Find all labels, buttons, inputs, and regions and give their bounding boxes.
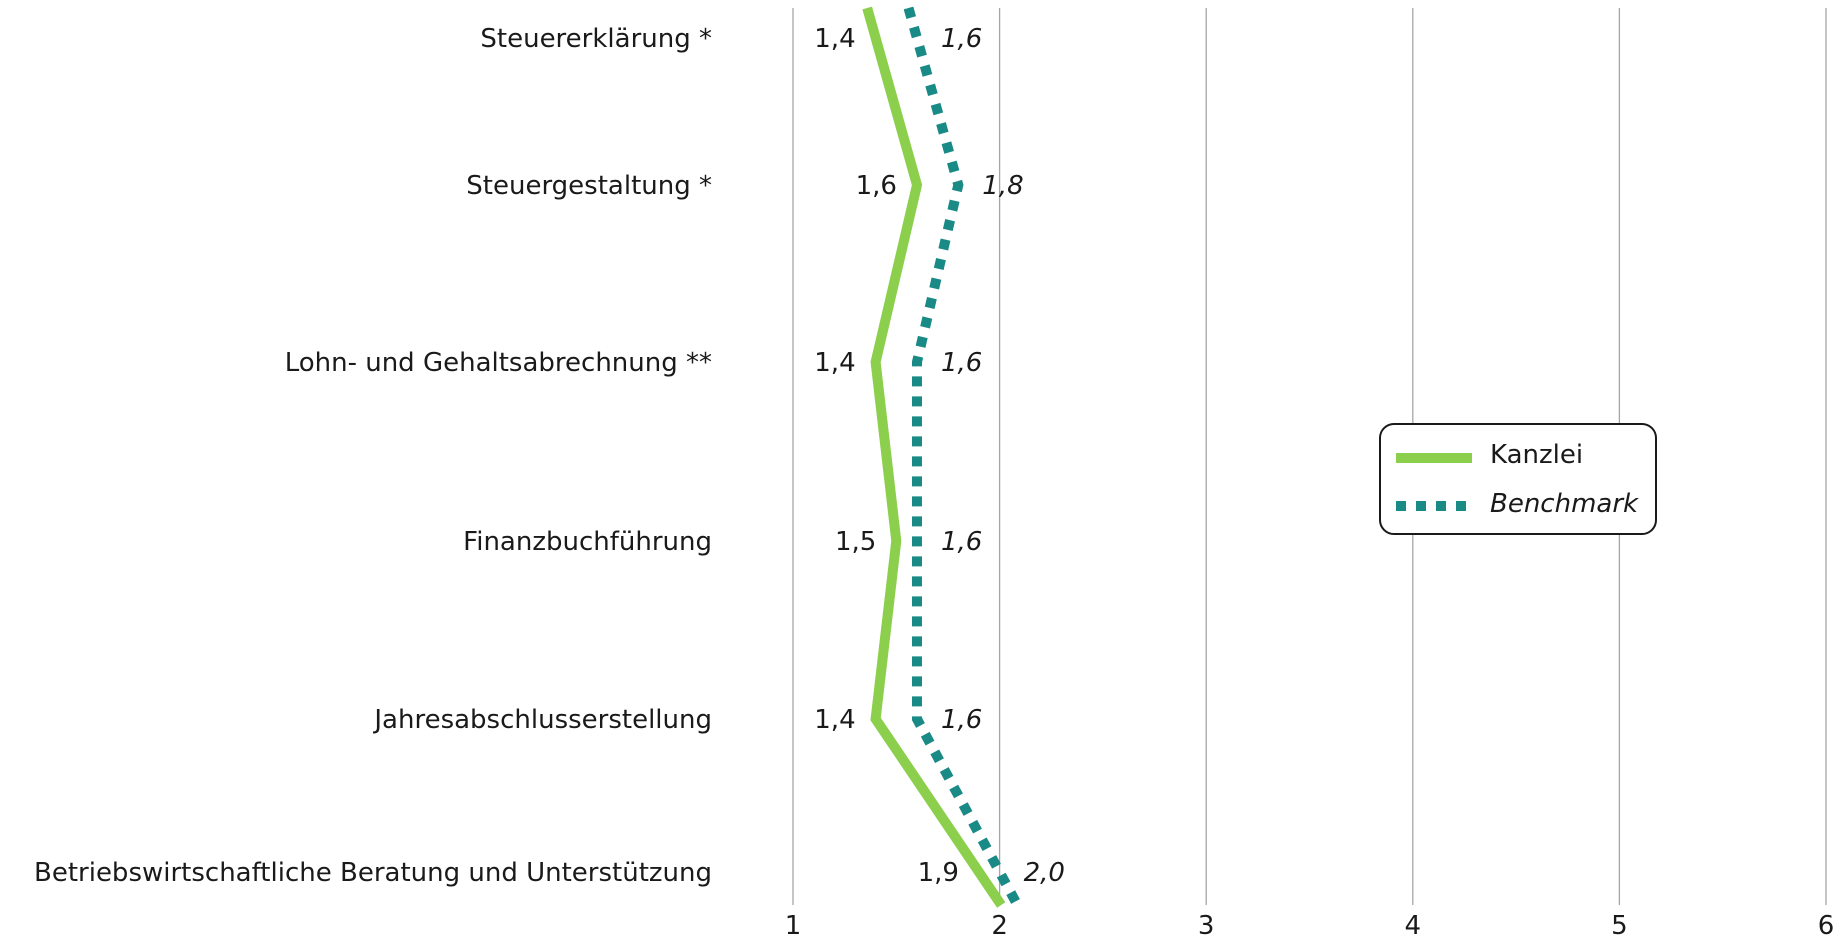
x-tick-label-6: 6 bbox=[1818, 911, 1835, 941]
series-line-benchmark bbox=[909, 8, 1018, 905]
category-label-3: Finanzbuchführung bbox=[463, 527, 712, 557]
data-label-benchmark-4: 1,6 bbox=[941, 705, 982, 735]
data-label-kanzlei-4: 1,4 bbox=[814, 705, 855, 735]
data-label-benchmark-0: 1,6 bbox=[941, 24, 982, 54]
category-labels: Steuererklärung * Steuergestaltung * Lohn-… bbox=[34, 24, 712, 888]
x-tick-label-4: 4 bbox=[1405, 911, 1422, 941]
x-tick-label-1: 1 bbox=[785, 911, 802, 941]
x-tick-label-3: 3 bbox=[1198, 911, 1215, 941]
data-label-benchmark-1: 1,8 bbox=[982, 171, 1023, 201]
data-label-kanzlei-3: 1,5 bbox=[835, 527, 876, 557]
data-label-kanzlei-0: 1,4 bbox=[814, 24, 855, 54]
x-tick-label-5: 5 bbox=[1611, 911, 1628, 941]
legend-label-benchmark: Benchmark bbox=[1490, 489, 1639, 519]
legend: Kanzlei Benchmark bbox=[1380, 424, 1656, 534]
legend-label-kanzlei: Kanzlei bbox=[1490, 440, 1583, 470]
series-lines bbox=[867, 8, 1017, 905]
x-tick-label-2: 2 bbox=[991, 911, 1008, 941]
category-label-5: Betriebswirtschaftliche Beratung und Unt… bbox=[34, 858, 712, 888]
data-label-kanzlei-5: 1,9 bbox=[918, 858, 959, 888]
category-label-0: Steuererklärung * bbox=[480, 24, 712, 54]
data-label-kanzlei-2: 1,4 bbox=[814, 348, 855, 378]
x-axis-ticks: 1 2 3 4 5 6 bbox=[785, 911, 1835, 941]
category-label-2: Lohn- und Gehaltsabrechnung ** bbox=[285, 348, 712, 378]
series-line-kanzlei bbox=[867, 8, 1001, 905]
data-label-benchmark-2: 1,6 bbox=[941, 348, 982, 378]
data-label-benchmark-5: 2,0 bbox=[1024, 858, 1065, 888]
data-label-benchmark-3: 1,6 bbox=[941, 527, 982, 557]
category-label-4: Jahresabschlusserstellung bbox=[372, 705, 712, 735]
data-label-kanzlei-1: 1,6 bbox=[856, 171, 897, 201]
category-label-1: Steuergestaltung * bbox=[466, 171, 712, 201]
